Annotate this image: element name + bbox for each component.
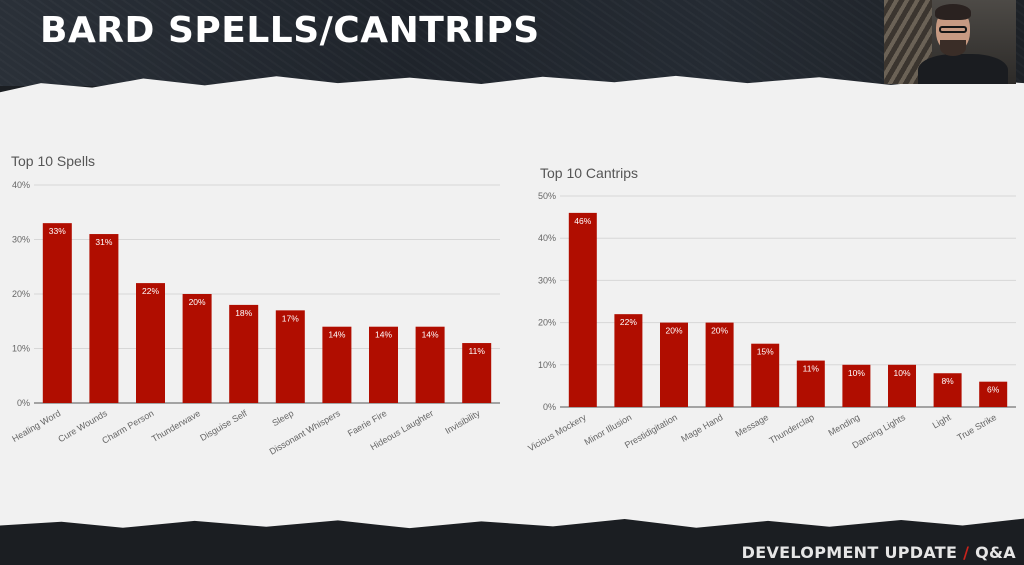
cantrips-bar [705,322,734,407]
cantrips-category-label: Vicious Mockery [526,412,588,454]
slide-title: BARD SPELLS/CANTRIPS [40,10,540,51]
cantrips-y-tick-label: 30% [538,275,556,285]
cantrips-chart-title: Top 10 Cantrips [540,165,639,181]
spells-data-label: 11% [469,346,486,356]
cantrips-data-label: 11% [803,364,820,374]
spells-bar [275,310,305,403]
cantrips-bar [660,322,688,407]
chart-panel [0,75,1024,529]
spells-bar [136,283,165,403]
spells-category-label: Sleep [270,408,295,428]
cantrips-bar [614,314,643,407]
cantrips-bar [979,381,1008,407]
presenter-hair [935,4,971,20]
spells-bar [89,234,119,403]
cantrips-bar-chart: 0%10%20%30%40%50%46%Vicious Mockery22%Mi… [526,191,1016,454]
spells-data-label: 33% [49,226,66,236]
cantrips-bar [842,364,871,407]
spells-data-label: 20% [189,297,206,307]
footer-separator: / [963,543,970,562]
cantrips-data-label: 20% [711,326,728,336]
cantrips-category-label: Thunderclap [767,412,815,446]
footer-tail-text: Q&A [975,543,1016,562]
cantrips-category-label: Mage Hand [679,412,724,444]
spells-data-label: 18% [235,308,252,318]
spells-y-tick-label: 10% [12,344,30,354]
cantrips-data-label: 10% [848,368,865,378]
spells-bar [415,326,445,403]
spells-category-label: Thunderwave [150,408,202,444]
cantrips-y-tick-label: 10% [538,360,556,370]
cantrips-data-label: 20% [665,326,682,336]
cantrips-data-label: 46% [574,216,591,226]
spells-y-tick-label: 0% [17,398,30,408]
spells-bar [369,326,398,403]
cantrips-data-label: 8% [941,376,954,386]
cantrips-bar [568,212,597,407]
cantrips-bar [933,373,962,407]
spells-data-label: 22% [142,286,159,296]
spells-bar [462,343,492,403]
spells-category-label: Disguise Self [198,408,249,443]
spells-bar [42,223,72,403]
cantrips-data-label: 15% [757,347,774,357]
cantrips-category-label: Message [734,412,771,439]
cantrips-y-tick-label: 0% [543,402,556,412]
cantrips-data-label: 10% [893,368,910,378]
spells-category-label: Healing Word [10,408,62,444]
spells-category-label: Faerie Fire [346,408,389,438]
spells-y-tick-label: 30% [12,235,30,245]
spells-y-tick-label: 20% [12,289,30,299]
cantrips-y-tick-label: 20% [538,318,556,328]
cantrips-category-label: Mending [826,412,861,438]
spells-data-label: 17% [282,313,299,323]
cantrips-data-label: 22% [620,317,637,327]
slide-header [0,0,1024,86]
spells-bar [229,304,259,403]
spells-bar [182,294,212,403]
spells-bar [322,326,352,403]
cantrips-y-tick-label: 50% [538,191,556,201]
spells-data-label: 14% [328,330,345,340]
presenter-beard [940,40,966,56]
spells-data-label: 14% [375,330,392,340]
cantrips-bar [751,343,780,407]
footer-main-text: DEVELOPMENT UPDATE [741,543,958,562]
spells-data-label: 31% [95,237,112,247]
cantrips-bar [796,360,825,407]
spells-chart-title: Top 10 Spells [11,153,96,169]
cantrips-data-label: 6% [987,385,1000,395]
cantrips-category-label: True Strike [955,412,998,443]
spells-data-label: 14% [422,330,439,340]
spells-y-tick-label: 40% [12,180,30,190]
spells-category-label: Charm Person [100,408,155,446]
cantrips-bar [888,364,916,407]
presenter-glasses [939,26,967,33]
cantrips-category-label: Light [931,412,953,431]
cantrips-y-tick-label: 40% [538,233,556,243]
presenter-body [918,54,1008,84]
footer-label: DEVELOPMENT UPDATE / Q&A [742,543,1016,562]
presenter-webcam [884,0,1016,84]
spells-category-label: Invisibility [443,408,482,436]
